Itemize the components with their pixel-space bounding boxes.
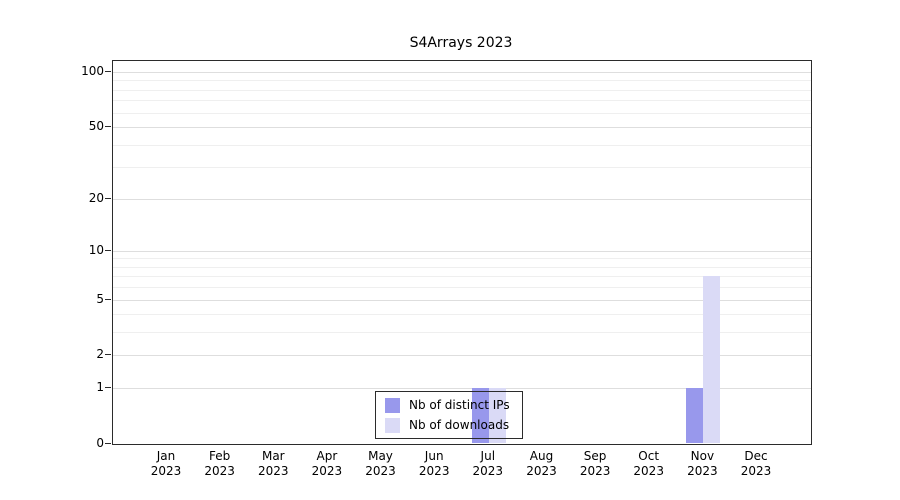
gridline bbox=[113, 332, 811, 334]
bar-nb-of-distinct-ips-jul bbox=[471, 388, 489, 443]
x-tick-label: Jan 2023 bbox=[150, 449, 182, 478]
gridline bbox=[113, 126, 811, 128]
legend-item: Nb of downloads bbox=[385, 417, 513, 433]
gridline bbox=[113, 71, 811, 73]
gridline bbox=[113, 355, 811, 357]
gridline bbox=[113, 100, 811, 102]
y-tick-label: 10 bbox=[88, 242, 104, 257]
x-tick-label: Feb 2023 bbox=[204, 449, 235, 478]
y-tick-label: 20 bbox=[88, 190, 104, 205]
gridline bbox=[113, 299, 811, 301]
x-tick-label: Jun 2023 bbox=[418, 449, 450, 478]
y-tick-label: 50 bbox=[88, 118, 104, 133]
y-tick-label: 0 bbox=[96, 436, 104, 450]
legend-swatch bbox=[385, 417, 400, 433]
gridline bbox=[113, 80, 811, 82]
y-tick-label: 5 bbox=[96, 291, 104, 306]
gridline bbox=[113, 314, 811, 316]
y-tick-label: 1 bbox=[96, 380, 104, 395]
gridline bbox=[113, 287, 811, 289]
x-tick-label: May 2023 bbox=[365, 449, 396, 478]
bar-nb-of-downloads-jul bbox=[488, 388, 506, 443]
plot-area: Nb of distinct IPs Nb of downloads bbox=[112, 60, 812, 445]
gridline bbox=[113, 276, 811, 278]
y-tick-mark bbox=[105, 125, 111, 127]
gridline bbox=[113, 167, 811, 169]
y-tick-mark bbox=[105, 298, 111, 300]
x-tick-label: Nov 2023 bbox=[687, 449, 718, 478]
y-tick-mark bbox=[105, 249, 111, 251]
x-tick-label: Oct 2023 bbox=[633, 449, 664, 478]
gridline bbox=[113, 388, 811, 390]
gridline bbox=[113, 250, 811, 252]
gridline bbox=[113, 89, 811, 91]
legend: Nb of distinct IPs Nb of downloads bbox=[375, 391, 523, 439]
y-tick-mark bbox=[105, 443, 111, 444]
gridline bbox=[113, 258, 811, 260]
y-tick-label: 100 bbox=[81, 63, 104, 78]
gridline bbox=[113, 112, 811, 114]
y-tick-mark bbox=[105, 70, 111, 72]
x-tick-label: Sep 2023 bbox=[579, 449, 611, 478]
chart-title: S4Arrays 2023 bbox=[409, 35, 513, 51]
legend-item: Nb of distinct IPs bbox=[385, 397, 513, 413]
x-tick-label: Dec 2023 bbox=[740, 449, 772, 478]
x-tick-label: Mar 2023 bbox=[258, 449, 289, 478]
bar-nb-of-distinct-ips-nov bbox=[686, 388, 704, 443]
legend-label: Nb of downloads bbox=[409, 418, 510, 432]
x-tick-label: Jul 2023 bbox=[472, 449, 504, 478]
gridline bbox=[113, 266, 811, 268]
y-tick-mark bbox=[105, 354, 111, 356]
y-tick-mark bbox=[105, 387, 111, 389]
x-tick-label: Aug 2023 bbox=[526, 449, 557, 478]
y-tick-mark bbox=[105, 197, 111, 199]
gridline bbox=[113, 198, 811, 200]
y-tick-label: 2 bbox=[96, 347, 104, 362]
x-tick-label: Apr 2023 bbox=[311, 449, 343, 478]
gridline bbox=[113, 144, 811, 146]
legend-swatch bbox=[385, 397, 400, 413]
bar-nb-of-downloads-nov bbox=[703, 276, 721, 443]
legend-label: Nb of distinct IPs bbox=[409, 398, 510, 412]
